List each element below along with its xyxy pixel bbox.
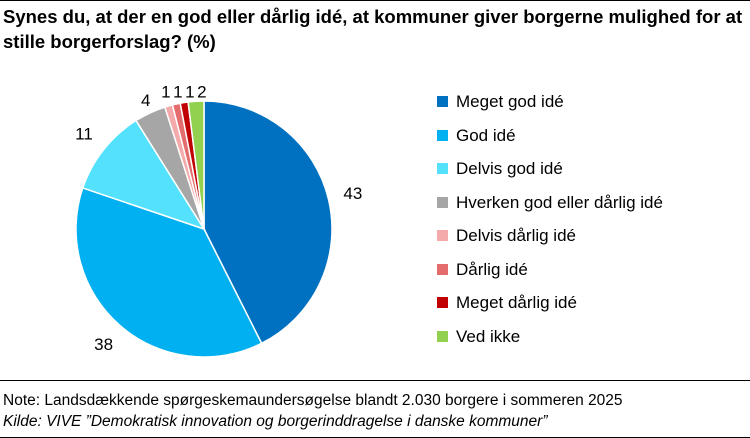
legend-label: Meget dårlig idé [456,293,577,312]
note-text: Note: Landsdækkende spørgeskemaundersøge… [3,392,623,409]
data-label: 43 [343,184,362,203]
data-label: 1 [161,83,170,102]
top-rule [0,0,750,1]
data-label: 4 [141,91,150,110]
source-text: Kilde: VIVE ”Demokratisk innovation og b… [3,413,548,430]
legend-swatch [437,196,448,208]
legend-label: Dårlig idé [456,259,528,279]
legend-swatch [437,163,448,174]
legend-label: Delvis dårlig idé [456,226,576,245]
data-label: 2 [197,83,206,102]
legend-label: Delvis god idé [456,159,563,178]
data-label: 11 [75,125,93,144]
pie-slice [203,100,333,345]
legend-swatch [437,129,448,141]
legend-label: Ved ikke [456,326,521,346]
data-label: 1 [173,83,182,102]
legend-label: Meget god idé [456,92,564,111]
legend-label: Hverken god eller dårlig idé [456,192,663,212]
legend-swatch [437,263,448,275]
legend-swatch [437,96,448,107]
divider-rule [0,380,750,381]
chart-title: Synes du, at der en god eller dårlig idé… [3,6,743,52]
legend-label: God idé [456,125,516,145]
data-label: 38 [94,335,113,354]
data-label: 1 [185,83,194,102]
legend-swatch [437,230,448,241]
pie-slice [187,100,205,230]
legend-swatch [437,330,448,342]
pie-slice [81,119,206,231]
legend-swatch [437,297,448,308]
pie-slice [75,186,263,358]
